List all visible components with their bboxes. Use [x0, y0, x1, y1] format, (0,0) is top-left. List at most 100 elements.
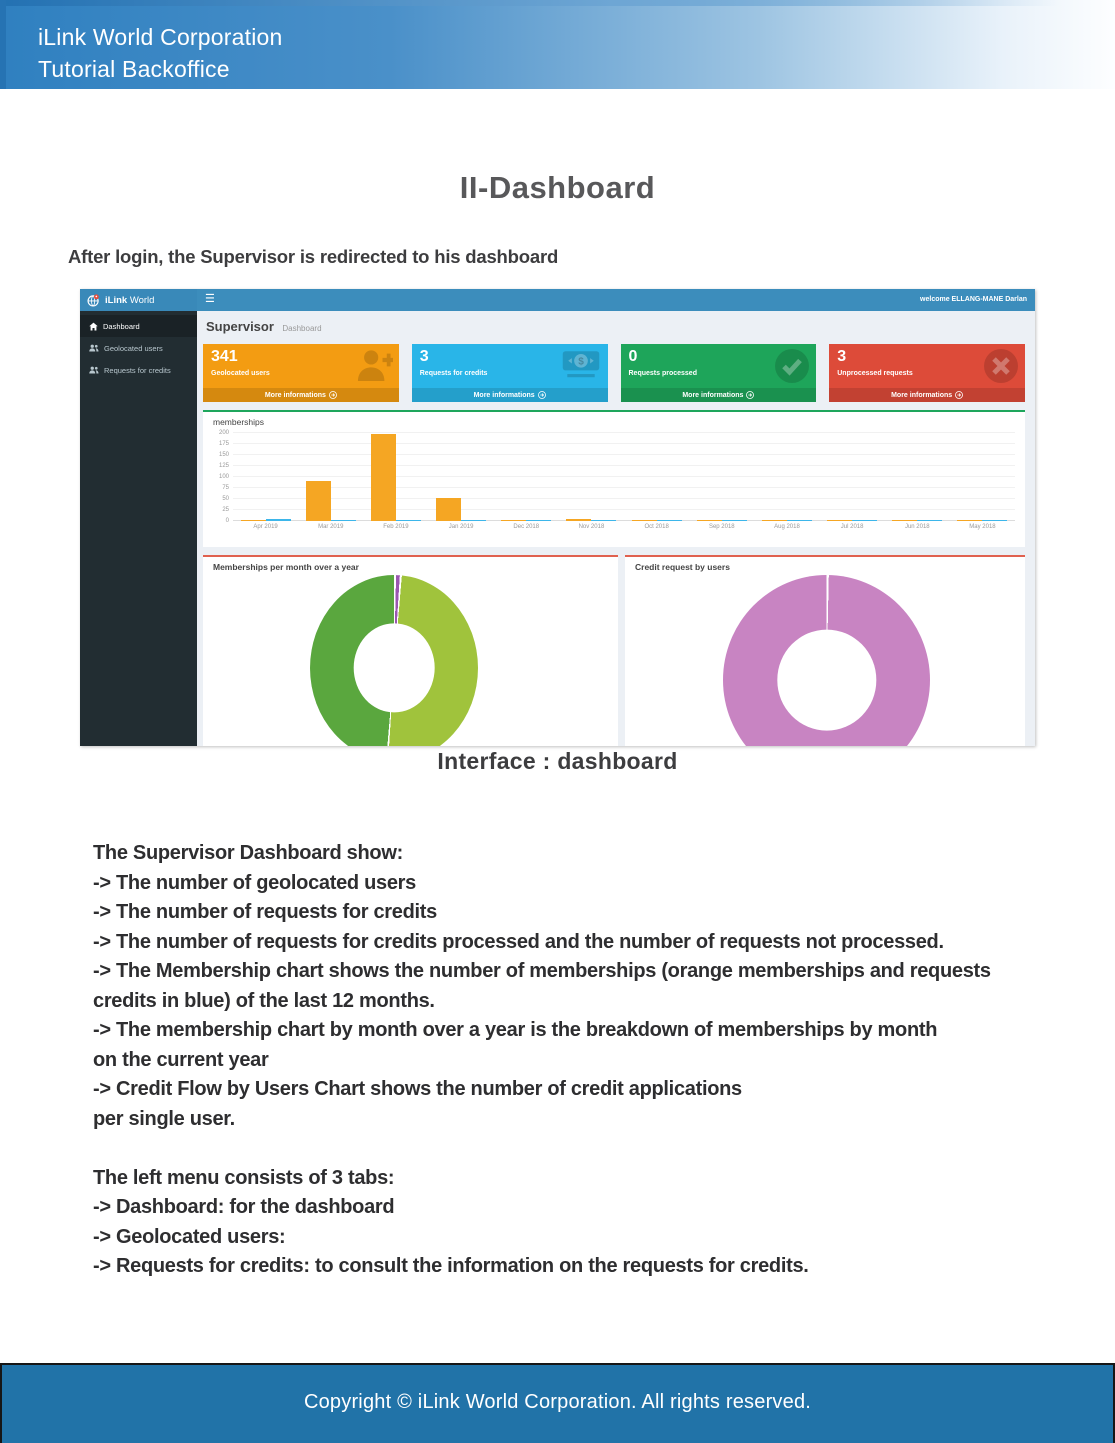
x-tick-label: Oct 2018 — [644, 524, 669, 530]
arrow-circle-icon — [329, 391, 337, 399]
card-body: 3 Requests for credits $ — [412, 344, 608, 388]
content-area: Supervisor Dashboard 341 Geolocated user… — [197, 311, 1035, 746]
bar-requests-credits — [786, 520, 812, 521]
bar-group — [885, 433, 950, 521]
bar-requests-credits — [461, 520, 487, 521]
sidebar-item-requests-for-credits[interactable]: Requests for credits — [80, 359, 197, 381]
user-plus-icon — [357, 350, 393, 382]
body-line: -> Credit Flow by Users Chart shows the … — [93, 1078, 742, 1100]
card-requests-for-credits: 3 Requests for credits $ More informatio… — [411, 344, 608, 402]
x-circle-icon — [984, 349, 1018, 383]
bar-group — [689, 433, 754, 521]
card-label: Geolocated users — [211, 370, 270, 378]
content-breadcrumb: Dashboard — [282, 324, 322, 333]
memberships-title: memberships — [213, 417, 265, 427]
bar-requests-credits — [982, 520, 1008, 521]
body-line: -> Dashboard: for the dashboard — [93, 1196, 395, 1218]
body-line: -> The number of requests for credits pr… — [93, 930, 944, 953]
bar-group — [624, 433, 689, 521]
x-tick-label: Nov 2018 — [578, 524, 605, 530]
sidebar-item-label: Dashboard — [103, 321, 140, 331]
dashboard-screenshot: iLink World ☰ welcome ELLANG-MANE Darlan… — [80, 289, 1035, 746]
body-line: credits in blue) of the last 12 months. — [93, 989, 435, 1012]
more-informations-label: More informations — [264, 391, 326, 399]
more-informations-link[interactable]: More informations — [411, 388, 608, 402]
bar-group — [298, 433, 363, 521]
more-informations-link[interactable]: More informations — [829, 388, 1025, 402]
card-body: 0 Requests processed — [621, 344, 817, 388]
bar-requests-credits — [526, 520, 552, 521]
arrow-circle-icon — [955, 391, 964, 399]
card-requests-processed: 0 Requests processed More informations — [620, 344, 817, 402]
bar-group — [429, 433, 494, 521]
donut-hole — [776, 629, 877, 731]
y-tick-label: 25 — [222, 507, 229, 513]
more-informations-link[interactable]: More informations — [620, 388, 817, 402]
card-value: 3 — [419, 348, 429, 365]
x-tick-label: Dec 2018 — [513, 524, 540, 530]
sidebar: Dashboard Geolocated users Requests for cr… — [80, 311, 197, 746]
bar-memberships — [957, 520, 983, 521]
bar-memberships — [631, 520, 657, 521]
more-informations-label: More informations — [891, 391, 953, 399]
x-tick-label: Mar 2019 — [318, 524, 344, 530]
money-icon: $ — [562, 351, 599, 378]
bar-group — [233, 433, 298, 521]
card-label: Requests processed — [628, 370, 697, 378]
bar-memberships — [240, 520, 266, 521]
app-logo[interactable]: iLink World — [80, 289, 197, 311]
card-label: Requests for credits — [419, 370, 488, 378]
card-value: 3 — [837, 348, 847, 365]
card-body: 341 Geolocated users — [203, 344, 399, 388]
bar-memberships — [696, 520, 722, 521]
y-tick-label: 100 — [218, 474, 229, 480]
memberships-donut-chart — [310, 575, 478, 746]
x-axis-labels: Apr 2019 Mar 2019 Feb 2019 Jan 2019 Dec 2018… — [233, 524, 1015, 530]
y-tick-label: 125 — [218, 463, 229, 469]
bar-group — [754, 433, 819, 521]
content-header: Supervisor Dashboard — [206, 318, 1025, 336]
users-icon — [89, 344, 99, 352]
y-tick-label: 0 — [225, 518, 229, 524]
company-name: iLink World Corporation — [38, 24, 283, 50]
x-tick-label: Feb 2019 — [383, 524, 409, 530]
y-axis: 0 25 50 75 100 125 150 175 200 — [213, 430, 233, 524]
user-welcome[interactable]: welcome ELLANG-MANE Darlan — [920, 296, 1027, 303]
bar-memberships — [501, 520, 527, 521]
brand-text: iLink World — [105, 294, 155, 306]
x-tick-label: Jun 2018 — [904, 524, 930, 530]
bar-requests-credits — [656, 520, 682, 521]
globe-pin-icon — [87, 293, 99, 307]
top-navbar: iLink World ☰ welcome ELLANG-MANE Darlan — [80, 289, 1035, 311]
more-informations-link[interactable]: More informations — [203, 388, 399, 402]
intro-text: After login, the Supervisor is redirecte… — [68, 246, 559, 267]
hamburger-icon[interactable]: ☰ — [205, 293, 215, 305]
document-subtitle: Tutorial Backoffice — [38, 56, 230, 82]
stat-cards: 341 Geolocated users More informations 3 — [203, 344, 1025, 402]
more-informations-label: More informations — [473, 391, 535, 399]
memberships-panel: memberships 0 25 50 75 100 125 150 175 200 Apr 2… — [203, 410, 1025, 547]
document-footer: Copyright © iLink World Corporation. All… — [0, 1363, 1115, 1443]
more-informations-label: More informations — [682, 391, 744, 399]
sidebar-item-label: Requests for credits — [104, 365, 171, 375]
y-tick-label: 175 — [218, 441, 229, 447]
check-circle-icon — [775, 349, 810, 383]
bar-group — [820, 433, 885, 521]
document-header: iLink World Corporation Tutorial Backoff… — [0, 0, 1115, 89]
credit-request-donut-chart — [723, 575, 930, 746]
bar-memberships — [436, 498, 462, 521]
bar-memberships — [892, 520, 918, 521]
bar-groups — [233, 433, 1015, 521]
sidebar-item-dashboard[interactable]: Dashboard — [80, 315, 197, 337]
y-tick-label: 50 — [222, 496, 229, 502]
body-text: The Supervisor Dashboard show: -> The num… — [93, 839, 1053, 1282]
donut1-title: Memberships per month over a year — [213, 562, 359, 572]
bar-requests-credits — [917, 520, 943, 521]
card-unprocessed-requests: 3 Unprocessed requests More informations — [829, 344, 1025, 402]
users-icon — [89, 366, 99, 374]
card-value: 341 — [211, 348, 238, 365]
body-line: -> The number of requests for credits — [93, 901, 437, 923]
sidebar-item-geolocated-users[interactable]: Geolocated users — [80, 337, 197, 359]
body-line: -> The number of geolocated users — [93, 871, 416, 894]
x-tick-label: May 2018 — [969, 524, 996, 530]
